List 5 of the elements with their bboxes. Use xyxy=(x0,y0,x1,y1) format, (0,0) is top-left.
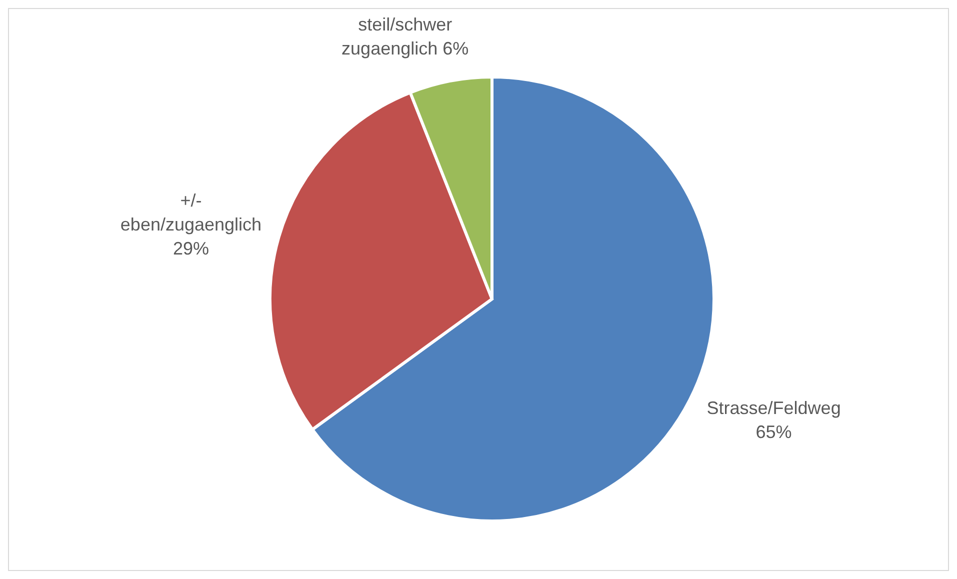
data-label: 29% xyxy=(172,238,210,259)
slice-label: Strasse/Feldweg xyxy=(706,398,841,418)
data-label: 65% xyxy=(756,422,792,442)
slice-label: +/- eben/zugaenglich xyxy=(120,190,262,235)
slice-label: steil/schwer zugaenglich 6% xyxy=(342,14,469,59)
